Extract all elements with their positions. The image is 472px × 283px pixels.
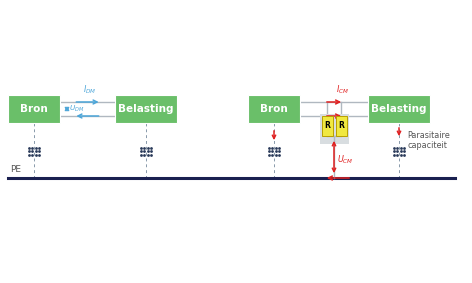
- Text: Belasting: Belasting: [371, 104, 427, 114]
- Text: $I_{CM}$: $I_{CM}$: [336, 83, 348, 96]
- Bar: [8, 95, 60, 123]
- Text: Bron: Bron: [20, 104, 48, 114]
- Text: $I_{DM}$: $I_{DM}$: [83, 83, 96, 96]
- Text: $U_{CM}$: $U_{CM}$: [337, 154, 354, 166]
- Text: PE: PE: [10, 165, 21, 174]
- Text: Belasting: Belasting: [118, 104, 174, 114]
- Text: R: R: [324, 121, 330, 130]
- Bar: [321, 116, 332, 136]
- Text: Bron: Bron: [260, 104, 288, 114]
- Text: Parasitaire
capaciteit: Parasitaire capaciteit: [407, 131, 450, 150]
- Text: R: R: [338, 121, 344, 130]
- Bar: [115, 95, 177, 123]
- Bar: [336, 116, 346, 136]
- Text: $U_{DM}$: $U_{DM}$: [69, 104, 84, 114]
- Bar: [368, 95, 430, 123]
- Bar: [320, 114, 348, 144]
- Bar: [248, 95, 300, 123]
